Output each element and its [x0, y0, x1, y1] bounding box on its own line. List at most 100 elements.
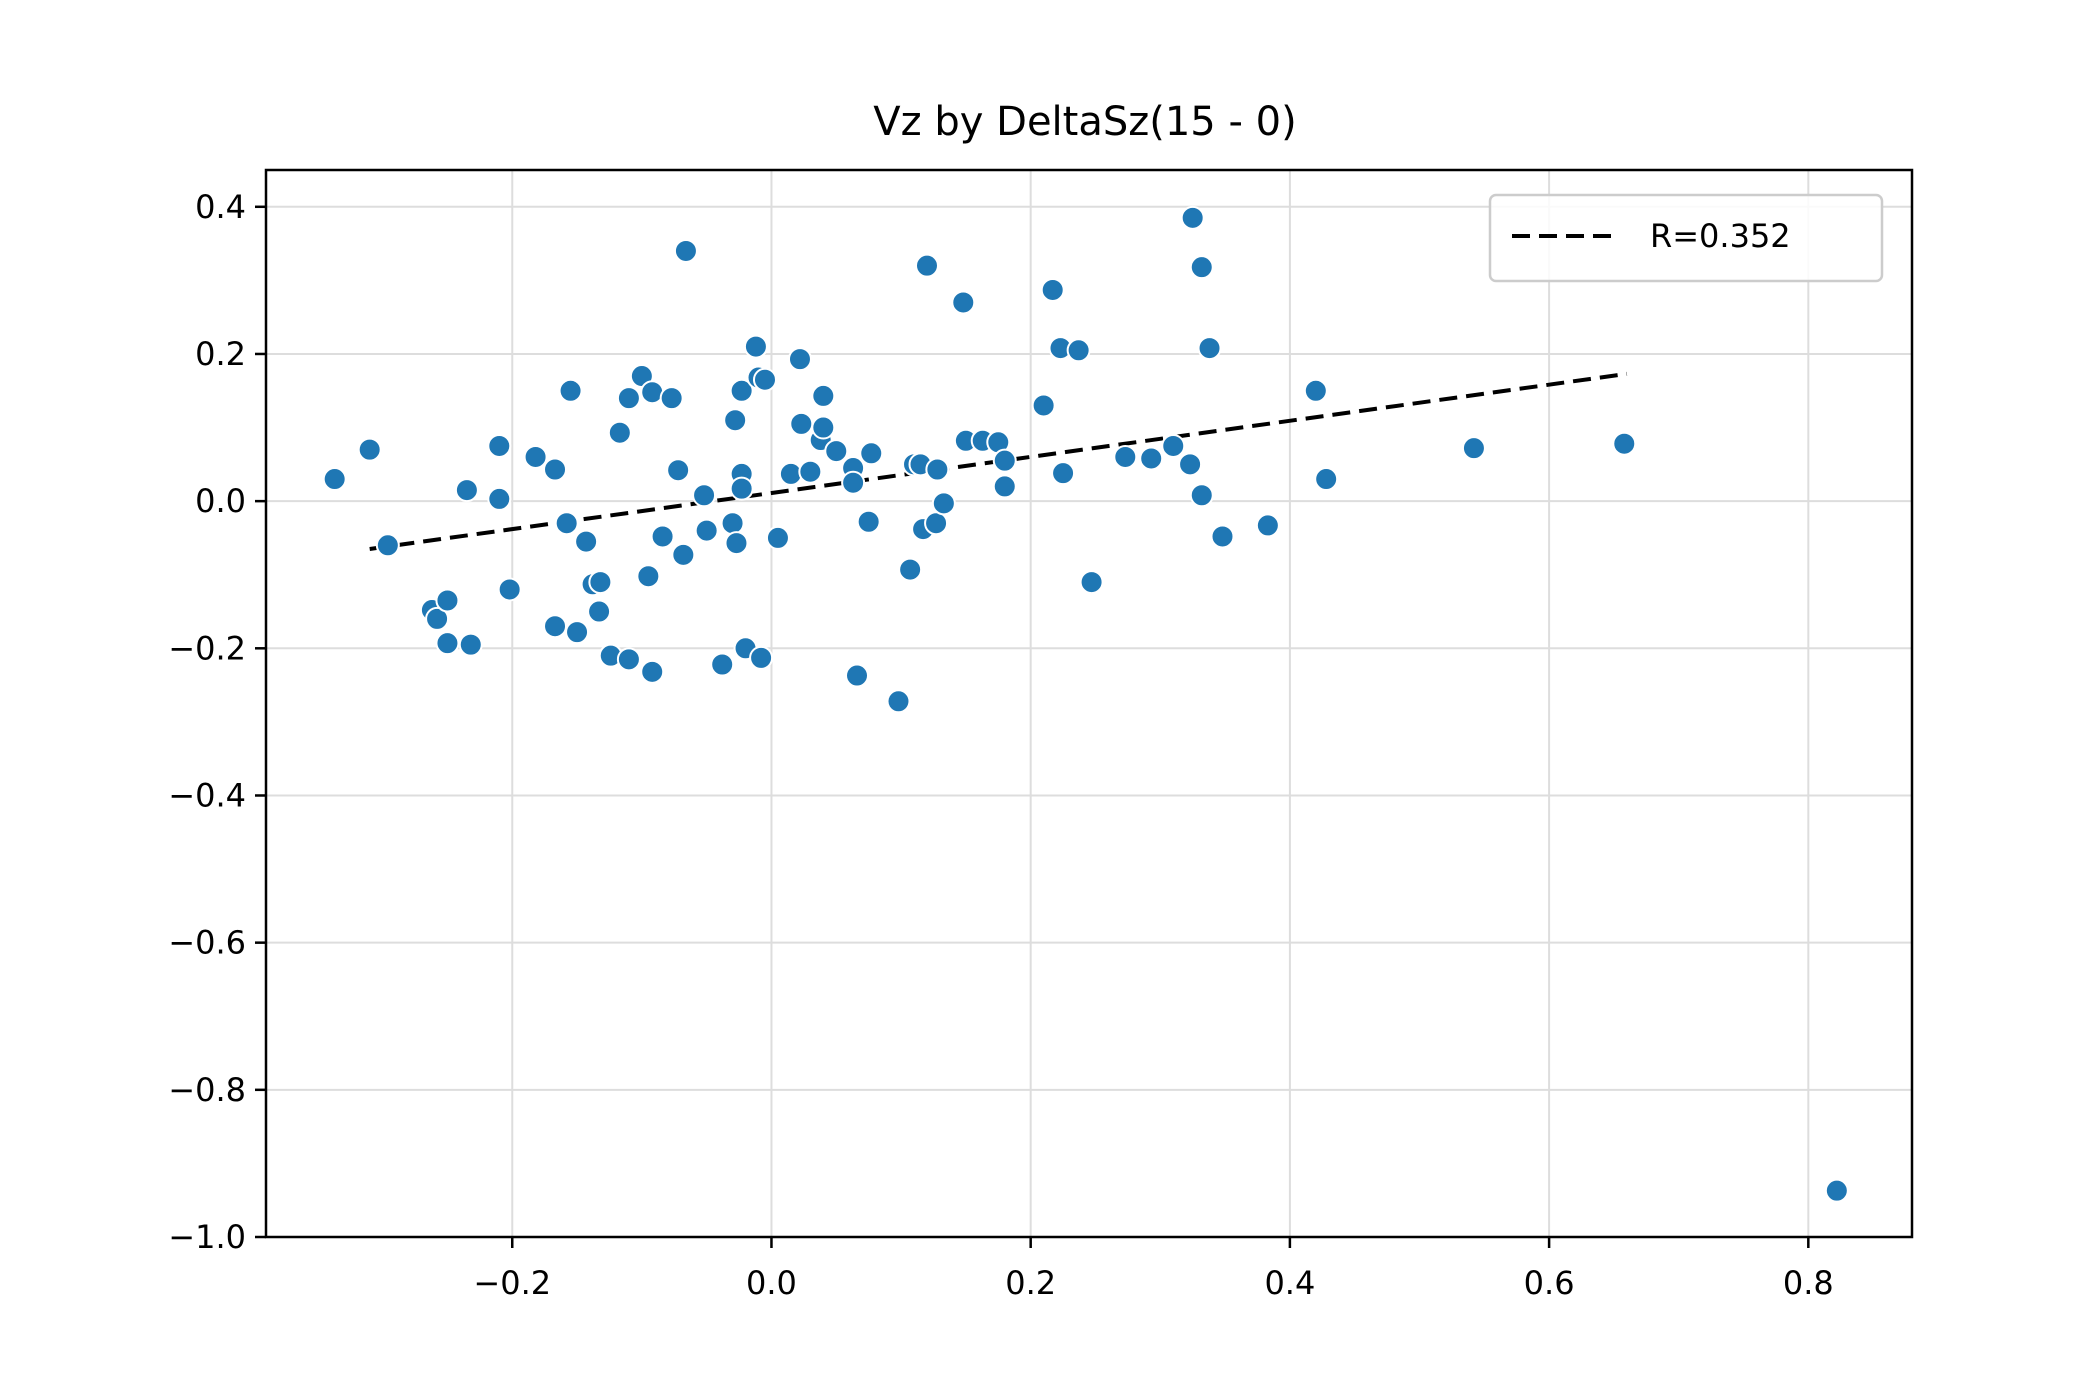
data-point	[435, 631, 460, 656]
data-point	[454, 478, 479, 503]
data-point	[587, 599, 612, 624]
data-point	[543, 614, 568, 639]
data-point	[1113, 444, 1138, 469]
data-point	[723, 408, 748, 433]
x-axis: −0.2 0.0 0.2 0.4 0.6 0.8	[473, 1237, 1834, 1302]
data-point	[458, 632, 483, 657]
data-points	[322, 205, 1849, 1203]
data-point	[752, 367, 777, 392]
y-tick-label: −0.4	[168, 776, 246, 814]
data-point	[543, 457, 568, 482]
y-axis: 0.4 0.2 0.0 −0.2 −0.4 −0.6 −0.8 −1.0	[168, 188, 266, 1256]
data-point	[1180, 205, 1205, 230]
y-tick-label: −0.2	[168, 629, 246, 667]
data-point	[1210, 524, 1235, 549]
data-point	[636, 564, 661, 589]
data-point	[487, 433, 512, 458]
data-point	[497, 577, 522, 602]
data-point	[931, 491, 956, 516]
x-tick-label: 0.0	[746, 1264, 797, 1302]
data-point	[659, 386, 684, 411]
data-point	[357, 437, 382, 462]
data-point	[798, 459, 823, 484]
data-point	[650, 524, 675, 549]
data-point	[841, 470, 866, 495]
data-point	[898, 557, 923, 582]
data-point	[925, 457, 950, 482]
data-point	[694, 518, 719, 543]
data-point	[1255, 513, 1280, 538]
data-point	[856, 509, 881, 534]
data-point	[914, 253, 939, 278]
data-point	[729, 378, 754, 403]
data-point	[523, 444, 548, 469]
y-tick-label: 0.2	[195, 335, 246, 373]
data-point	[992, 448, 1017, 473]
data-point	[1189, 255, 1214, 280]
data-point	[673, 238, 698, 263]
chart-title: Vz by DeltaSz(15 - 0)	[873, 99, 1296, 145]
data-point	[692, 483, 717, 508]
legend-box	[1488, 193, 1884, 283]
x-tick-label: 0.8	[1783, 1264, 1834, 1302]
x-tick-label: 0.4	[1264, 1264, 1315, 1302]
x-tick-label: 0.6	[1524, 1264, 1575, 1302]
data-point	[1189, 483, 1214, 508]
legend-label: R=0.352	[1650, 217, 1791, 255]
data-point	[1612, 431, 1637, 456]
data-point	[435, 588, 460, 613]
data-point	[375, 533, 400, 558]
data-point	[1461, 436, 1486, 461]
data-point	[1066, 338, 1091, 363]
data-point	[787, 347, 812, 372]
y-tick-label: −0.8	[168, 1071, 246, 1109]
data-point	[859, 441, 884, 466]
data-point	[886, 689, 911, 714]
data-point	[924, 511, 949, 536]
data-point	[1051, 461, 1076, 486]
data-point	[824, 439, 849, 464]
data-point	[789, 411, 814, 436]
data-point	[554, 511, 579, 536]
data-point	[1178, 452, 1203, 477]
data-point	[1040, 277, 1065, 302]
data-point	[671, 542, 696, 567]
plot-frame	[264, 168, 1914, 1239]
data-point	[322, 467, 347, 492]
data-point	[616, 386, 641, 411]
y-tick-label: 0.0	[195, 482, 246, 520]
data-point	[607, 420, 632, 445]
data-point	[425, 606, 450, 631]
data-point	[1314, 467, 1339, 492]
data-point	[811, 383, 836, 408]
data-point	[1197, 336, 1222, 361]
data-point	[710, 652, 735, 677]
data-point	[574, 529, 599, 554]
data-point	[743, 334, 768, 359]
data-point	[1139, 446, 1164, 471]
data-point	[811, 415, 836, 440]
data-point	[1824, 1178, 1849, 1203]
grid-lines	[266, 170, 1912, 1238]
data-point	[666, 458, 691, 483]
data-point	[951, 290, 976, 315]
data-point	[640, 659, 665, 684]
y-tick-label: 0.4	[195, 188, 246, 226]
data-point	[845, 663, 870, 688]
data-point	[588, 570, 613, 595]
x-tick-label: −0.2	[473, 1264, 551, 1302]
data-point	[765, 525, 790, 550]
data-point	[616, 647, 641, 672]
y-tick-label: −0.6	[168, 924, 246, 962]
data-point	[558, 378, 583, 403]
x-tick-label: 0.2	[1005, 1264, 1056, 1302]
data-point	[724, 531, 749, 556]
y-tick-label: −1.0	[168, 1218, 246, 1256]
data-point	[1079, 570, 1104, 595]
data-point	[1031, 393, 1056, 418]
data-point	[720, 511, 745, 536]
data-point	[749, 645, 774, 670]
data-point	[992, 474, 1017, 499]
data-point	[487, 486, 512, 511]
